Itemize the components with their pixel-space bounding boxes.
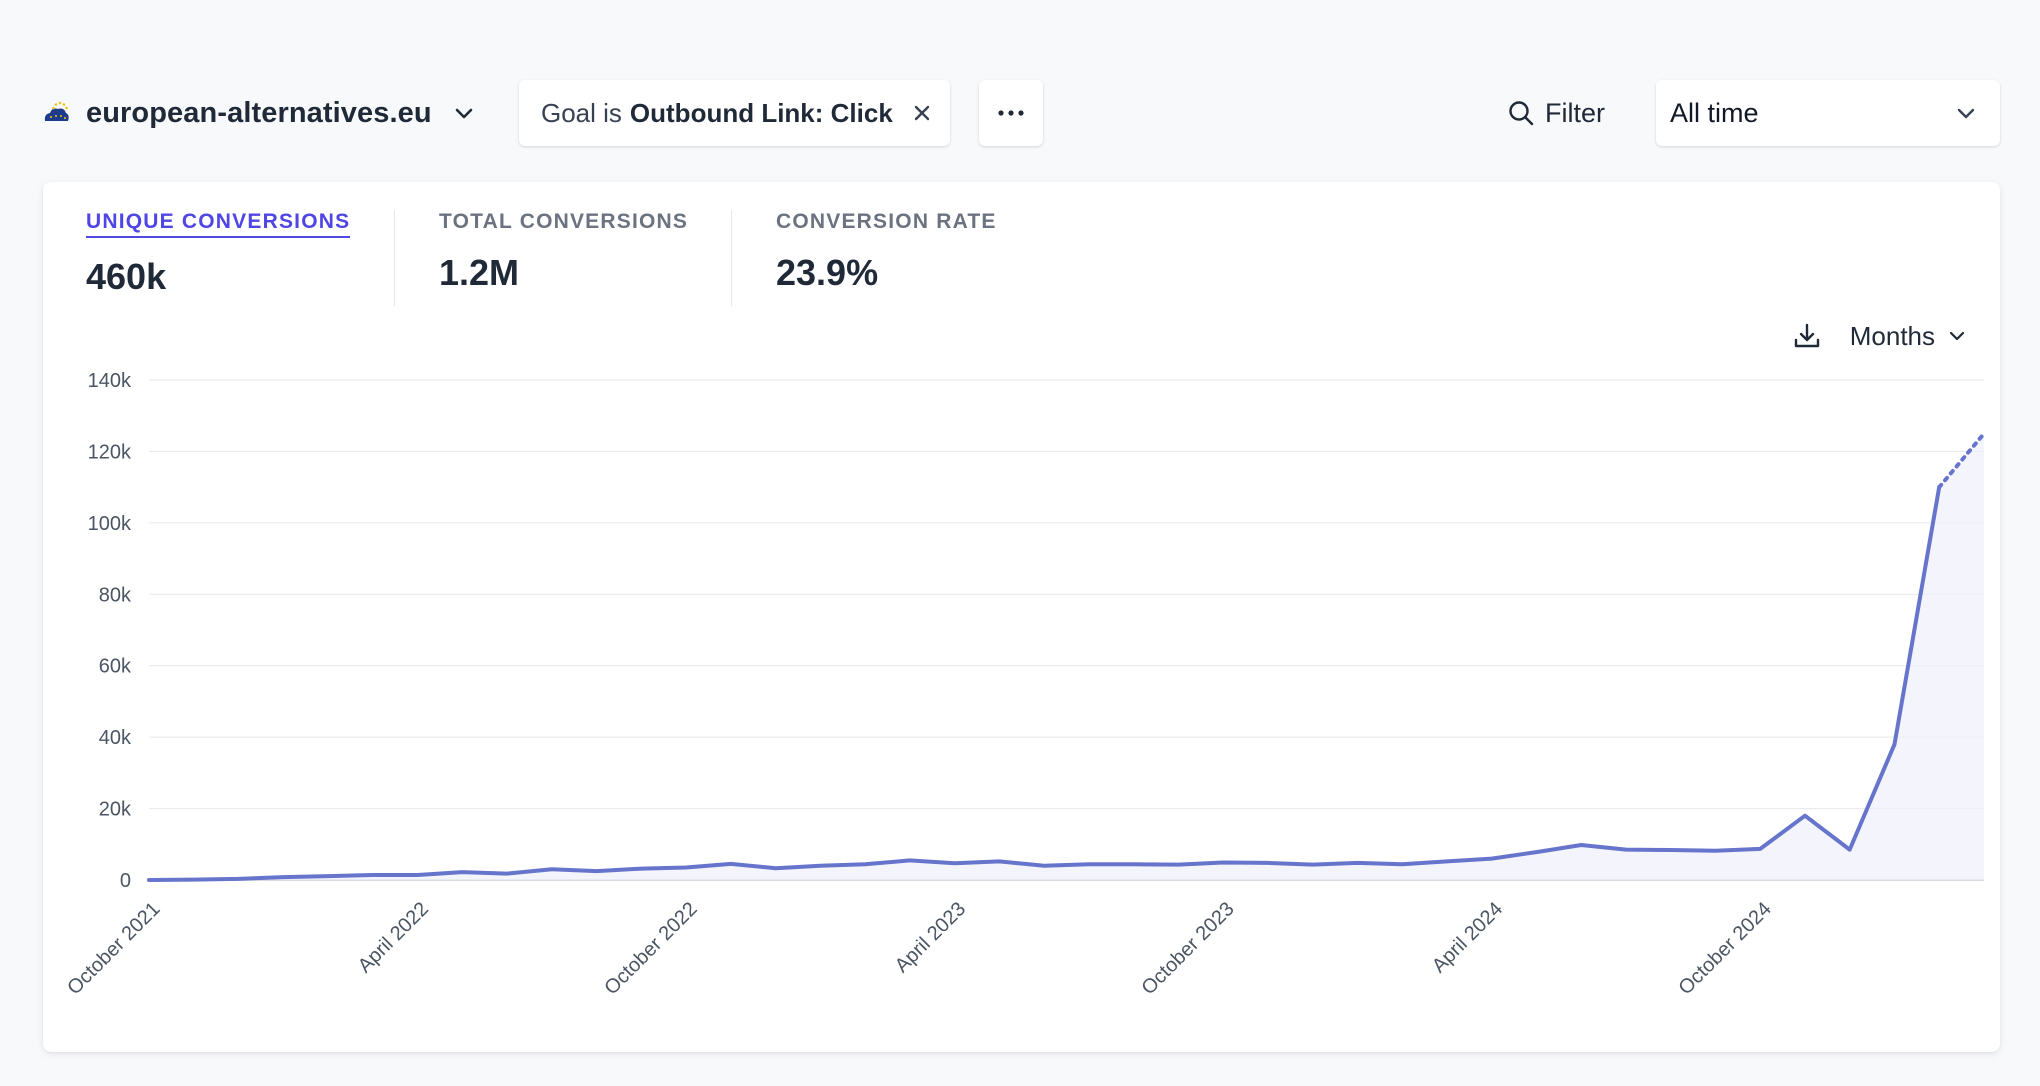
chevron-down-icon (1957, 108, 1975, 119)
y-tick-label: 140k (88, 370, 132, 392)
metric-total-conversions[interactable]: TOTAL CONVERSIONS 1.2M (439, 210, 688, 306)
chart-tools: Months (1792, 316, 1967, 356)
filter-button[interactable]: Filter (1507, 95, 1605, 131)
line-chart: 0 20k 40k 60k 80k 100k 120k 140k October 2021 Apr… (63, 370, 1986, 999)
metric-value: 1.2M (439, 252, 520, 293)
y-tick-label: 100k (88, 513, 132, 535)
metric-label: CONVERSION RATE (776, 210, 997, 233)
interval-picker[interactable]: Months (1850, 321, 1967, 352)
site-name: european-alternatives.eu (86, 96, 432, 129)
metric-unique-conversions[interactable]: UNIQUE CONVERSIONS 460k (86, 210, 351, 306)
x-tick-label: April 2022 (354, 898, 433, 977)
filter-label: Filter (1545, 97, 1605, 128)
period-label: All time (1670, 97, 1759, 128)
metric-label: UNIQUE CONVERSIONS (86, 210, 351, 238)
series-line-incomplete (1937, 431, 1986, 490)
y-tick-label: 20k (99, 799, 132, 821)
chevron-down-icon (1949, 331, 1965, 341)
x-tick-label: April 2024 (1428, 898, 1507, 977)
y-tick-label: 60k (99, 656, 132, 678)
graph-card: UNIQUE CONVERSIONS 460k TOTAL CONVERSION… (43, 182, 2000, 1052)
metric-divider (394, 210, 395, 306)
interval-label: Months (1849, 320, 1935, 351)
y-tick-label: 40k (99, 727, 132, 749)
filter-chip-value: Outbound Link: Click (629, 97, 893, 128)
more-options-button[interactable] (979, 80, 1043, 146)
chevron-down-icon (455, 108, 472, 119)
filter-chip-prefix: Goal is (541, 97, 622, 128)
x-tick-label: April 2023 (891, 898, 970, 977)
close-icon[interactable] (911, 102, 933, 124)
chart-area (149, 433, 1984, 880)
x-tick-label: October 2024 (1674, 898, 1775, 999)
metric-value: 23.9% (776, 252, 879, 293)
period-select[interactable]: All time (1656, 80, 2000, 146)
metric-divider (731, 210, 732, 306)
download-icon[interactable] (1792, 321, 1822, 351)
y-tick-label: 120k (88, 441, 132, 463)
site-logo-icon (44, 101, 69, 121)
goal-filter-chip[interactable]: Goal is Outbound Link: Click (519, 80, 950, 146)
x-tick-label: October 2021 (63, 898, 164, 999)
site-picker[interactable]: european-alternatives.eu (40, 90, 476, 136)
metric-conversion-rate[interactable]: CONVERSION RATE 23.9% (776, 210, 997, 306)
metric-value: 460k (86, 256, 167, 297)
top-bar: european-alternatives.eu Goal is Outboun… (0, 0, 2040, 180)
search-icon (1509, 101, 1534, 126)
y-tick-label: 80k (99, 584, 132, 606)
more-icon (998, 110, 1024, 116)
series-line (147, 485, 1942, 882)
x-tick-label: October 2022 (600, 898, 701, 999)
x-tick-label: October 2023 (1137, 898, 1238, 999)
top-stats: UNIQUE CONVERSIONS 460k TOTAL CONVERSION… (43, 182, 2000, 322)
metric-label: TOTAL CONVERSIONS (439, 210, 689, 233)
y-tick-label: 0 (120, 870, 131, 892)
